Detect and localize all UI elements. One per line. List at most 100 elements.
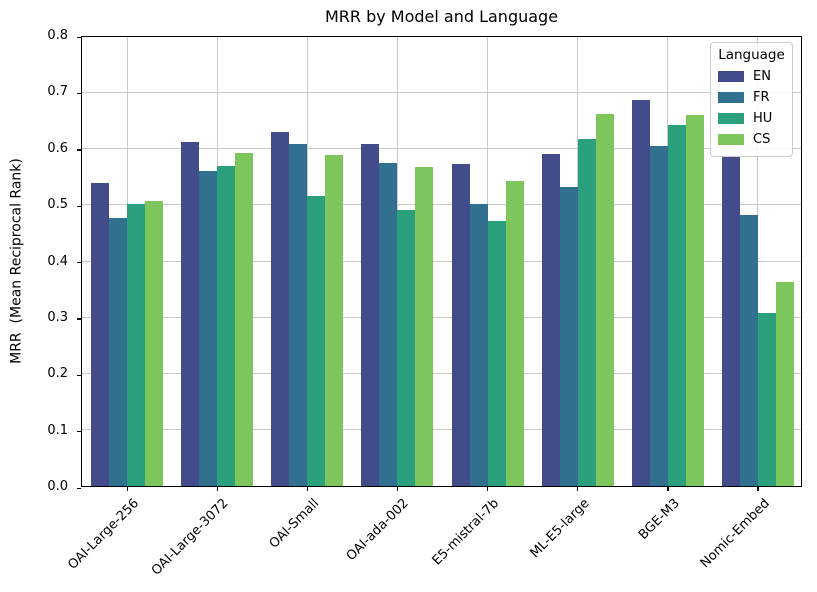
legend-item-EN: EN bbox=[718, 66, 785, 87]
legend-label: HU bbox=[753, 111, 773, 126]
bar-FR-Nomic-Embed bbox=[739, 215, 758, 486]
y-tick-label: 0.4 bbox=[47, 253, 68, 269]
x-tick-mark bbox=[577, 487, 579, 491]
legend-swatch-EN bbox=[718, 71, 744, 82]
bar-FR-ML-E5-large bbox=[559, 186, 578, 486]
bar-HU-OAI-ada-002 bbox=[397, 209, 416, 486]
bar-CS-Nomic-Embed bbox=[775, 281, 794, 486]
gridline-h bbox=[82, 260, 801, 262]
y-tick-label: 0.6 bbox=[47, 140, 68, 156]
bar-EN-Nomic-Embed bbox=[721, 157, 740, 486]
gridline-h bbox=[82, 148, 801, 150]
x-tick-mark bbox=[487, 487, 489, 491]
x-tick-label: OAI-Large-3072 bbox=[149, 496, 232, 579]
y-tick-label: 0.0 bbox=[47, 479, 68, 494]
bar-group-E5-mistral-7b bbox=[451, 37, 524, 486]
x-tick-mark bbox=[667, 487, 669, 491]
y-tick-mark bbox=[77, 431, 81, 433]
bar-HU-OAI-Large-256 bbox=[127, 204, 146, 486]
x-tick-mark bbox=[757, 487, 759, 491]
y-tick-mark bbox=[77, 92, 81, 95]
x-tick-mark bbox=[306, 487, 309, 491]
chart-title: MRR by Model and Language bbox=[324, 7, 559, 26]
x-tick-label: OAI-Small bbox=[266, 496, 322, 552]
y-tick-mark bbox=[77, 205, 81, 207]
bar-CS-ML-E5-large bbox=[595, 114, 614, 486]
bar-FR-E5-mistral-7b bbox=[469, 204, 488, 486]
bar-EN-OAI-Small bbox=[271, 132, 290, 486]
bar-group-OAI-ada-002 bbox=[361, 37, 434, 486]
x-tick-mark bbox=[126, 487, 128, 491]
bar-FR-BGE-M3 bbox=[649, 146, 668, 486]
bar-EN-OAI-Large-256 bbox=[91, 182, 110, 486]
bar-group-Nomic-Embed bbox=[721, 37, 794, 486]
y-tick-mark bbox=[77, 374, 81, 377]
y-tick-mark bbox=[77, 149, 81, 151]
bar-HU-Nomic-Embed bbox=[757, 313, 776, 486]
gridline-h bbox=[82, 92, 801, 94]
y-tick-label: 0.1 bbox=[47, 422, 68, 438]
legend-label: EN bbox=[753, 69, 771, 84]
legend-swatch-CS bbox=[718, 134, 744, 145]
y-tick-mark bbox=[77, 487, 81, 489]
y-tick-label: 0.5 bbox=[47, 197, 68, 213]
y-axis: 0.0 0.1 0.2 0.3 0.4 0.5 0.6 0.7 0.8 bbox=[0, 28, 76, 494]
bar-group-OAI-Large-3072 bbox=[181, 37, 254, 486]
gridline-h bbox=[82, 428, 801, 430]
bar-group-OAI-Large-256 bbox=[91, 37, 164, 486]
bar-HU-OAI-Small bbox=[307, 195, 326, 486]
bar-group-OAI-Small bbox=[271, 37, 344, 486]
bar-EN-BGE-M3 bbox=[631, 99, 650, 486]
y-tick-mark bbox=[77, 262, 81, 264]
bar-HU-BGE-M3 bbox=[667, 124, 686, 486]
x-tick-label: BGE-M3 bbox=[635, 496, 683, 543]
gridline-h bbox=[82, 204, 801, 206]
bar-EN-E5-mistral-7b bbox=[451, 163, 470, 486]
bar-CS-OAI-Large-3072 bbox=[235, 153, 254, 486]
bar-HU-E5-mistral-7b bbox=[487, 220, 506, 486]
y-tick-label: 0.3 bbox=[47, 309, 68, 325]
gridline-h bbox=[82, 316, 801, 318]
gridline-h bbox=[82, 372, 801, 374]
legend-label: FR bbox=[753, 90, 770, 105]
bar-EN-OAI-Large-3072 bbox=[181, 141, 200, 486]
legend-label: CS bbox=[753, 132, 771, 147]
legend-item-FR: FR bbox=[718, 87, 785, 108]
legend-swatch-HU bbox=[718, 113, 744, 124]
bar-FR-OAI-Small bbox=[289, 144, 308, 486]
y-tick-label: 0.2 bbox=[47, 366, 68, 382]
bar-FR-OAI-Large-3072 bbox=[199, 170, 218, 486]
bar-CS-BGE-M3 bbox=[685, 115, 704, 486]
plot-area bbox=[77, 36, 802, 491]
bar-group-ML-E5-large bbox=[541, 37, 614, 486]
bar-CS-OAI-ada-002 bbox=[415, 166, 434, 486]
bar-HU-ML-E5-large bbox=[577, 139, 596, 486]
x-tick-label: Nomic-Embed bbox=[697, 496, 773, 572]
bar-CS-OAI-Small bbox=[325, 154, 344, 486]
y-tick-label: 0.7 bbox=[47, 84, 68, 100]
legend-title: Language bbox=[718, 47, 785, 63]
x-tick-label: ML-E5-large bbox=[527, 496, 593, 562]
x-tick-label: E5-mistral-7b bbox=[429, 496, 503, 569]
bar-HU-OAI-Large-3072 bbox=[217, 165, 236, 486]
legend-swatch-FR bbox=[718, 92, 744, 103]
gridline-v bbox=[757, 37, 759, 486]
bar-FR-OAI-ada-002 bbox=[379, 162, 398, 486]
legend-item-HU: HU bbox=[718, 108, 785, 129]
x-tick-label: OAI-ada-002 bbox=[344, 496, 413, 564]
bar-group-BGE-M3 bbox=[631, 37, 704, 486]
x-axis: OAI-Large-256 OAI-Large-3072 OAI-Small OAI-… bbox=[65, 487, 802, 592]
y-tick-mark bbox=[77, 36, 81, 38]
y-tick-label: 0.8 bbox=[47, 28, 68, 43]
legend: Language EN FR HU CS bbox=[710, 42, 793, 157]
bar-EN-OAI-ada-002 bbox=[361, 144, 380, 486]
bar-EN-ML-E5-large bbox=[541, 153, 560, 486]
y-tick-mark bbox=[77, 318, 81, 320]
x-tick-label: OAI-Large-256 bbox=[64, 496, 142, 573]
bar-CS-E5-mistral-7b bbox=[505, 180, 524, 486]
bar-FR-OAI-Large-256 bbox=[109, 217, 128, 486]
bar-CS-OAI-Large-256 bbox=[145, 201, 164, 486]
x-tick-mark bbox=[396, 487, 399, 491]
x-tick-mark bbox=[216, 487, 218, 491]
